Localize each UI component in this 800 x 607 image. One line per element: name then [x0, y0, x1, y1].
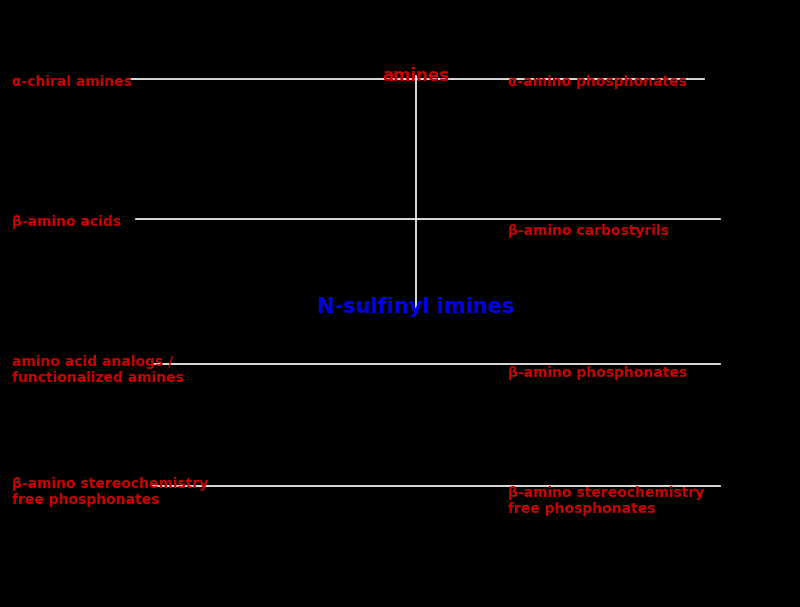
Text: β-amino phosphonates: β-amino phosphonates — [508, 366, 687, 381]
Text: β-amino stereochemistry
free phosphonates: β-amino stereochemistry free phosphonate… — [12, 476, 208, 507]
Text: α-chiral amines: α-chiral amines — [12, 75, 132, 89]
Text: amines: amines — [382, 67, 450, 85]
Text: β-amino acids: β-amino acids — [12, 214, 121, 229]
Text: β-amino carbostyrils: β-amino carbostyrils — [508, 223, 669, 238]
Text: N-sulfinyl imines: N-sulfinyl imines — [318, 297, 514, 316]
Text: β-amino stereochemistry
free phosphonates: β-amino stereochemistry free phosphonate… — [508, 486, 704, 516]
Text: amino acid analogs /
functionalized amines: amino acid analogs / functionalized amin… — [12, 355, 184, 385]
Text: α-amino phosphonates: α-amino phosphonates — [508, 75, 687, 89]
